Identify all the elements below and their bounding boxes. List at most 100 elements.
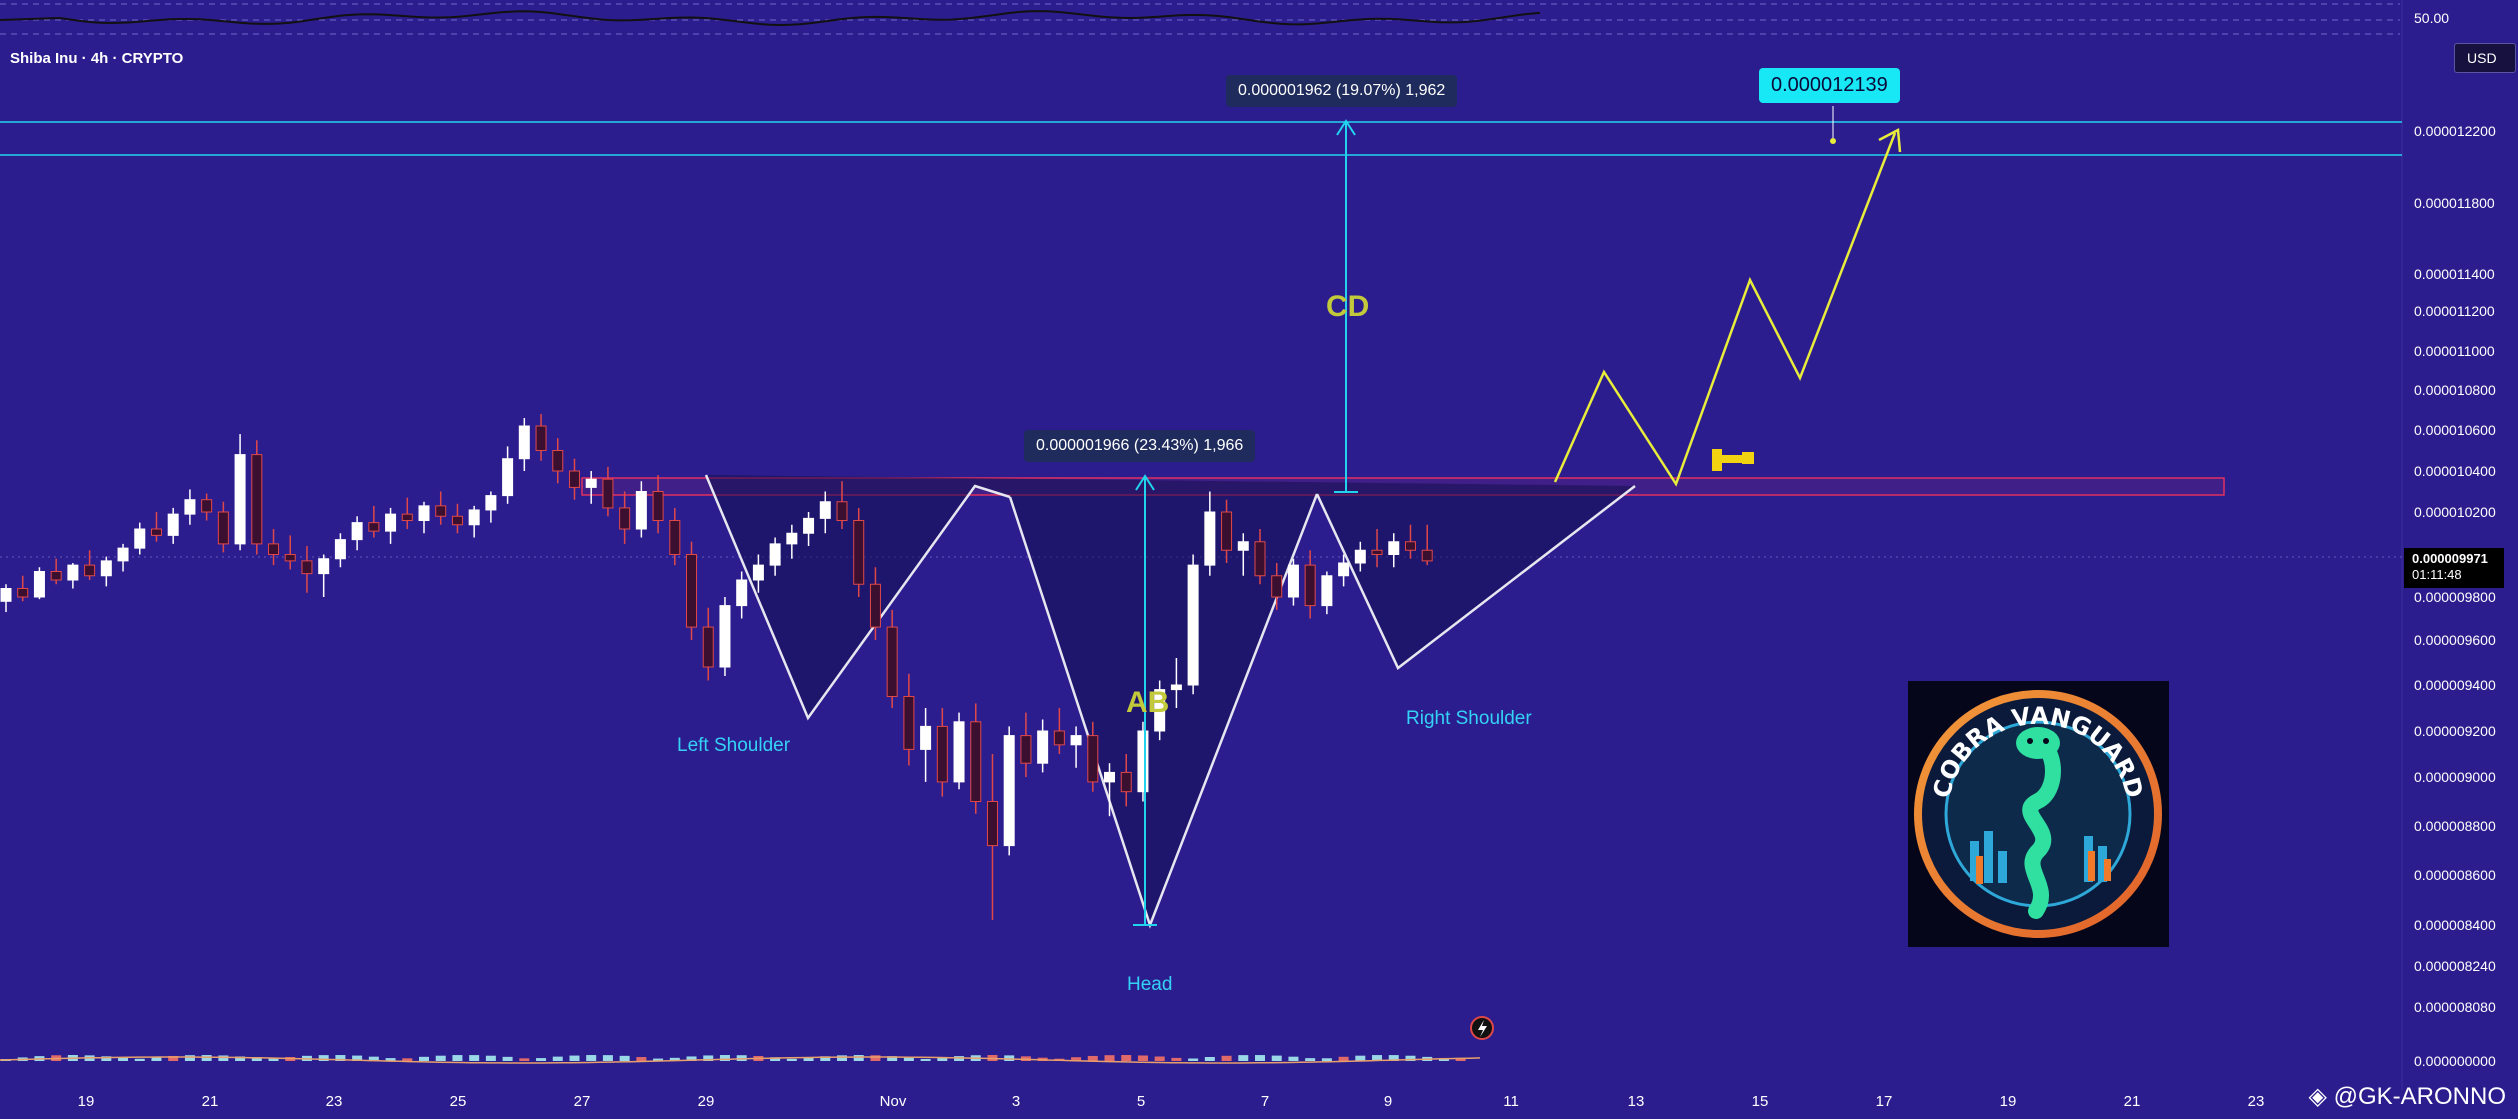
candle (635, 481, 647, 538)
candle (518, 418, 530, 471)
candle-body (819, 501, 831, 519)
volume-bar (1204, 1056, 1215, 1061)
candle (234, 434, 246, 551)
candle (100, 556, 112, 587)
candle-body (619, 507, 631, 530)
lightning-bolt-glyph (1478, 1020, 1487, 1037)
x-tick-label: 11 (1503, 1093, 1519, 1110)
candle-body (518, 425, 530, 460)
candle (67, 563, 79, 589)
candle (1237, 533, 1249, 576)
volume-bar (1020, 1056, 1031, 1061)
volume-bar (218, 1055, 229, 1061)
candle-body (920, 725, 932, 750)
candle-body (351, 522, 363, 541)
volume-bar (837, 1055, 847, 1061)
volume-bar (770, 1057, 781, 1061)
candle-body (1087, 735, 1099, 783)
candle-body (1287, 564, 1299, 598)
logo-text: COBRA VANGUARD (1928, 702, 2149, 801)
candle-body (1204, 511, 1216, 566)
candle (17, 575, 29, 602)
volume-bar (1288, 1056, 1299, 1061)
candle-body (836, 501, 848, 521)
binance-icon: ◈ (2308, 1083, 2327, 1110)
candle-body (1104, 771, 1116, 783)
volume-bar (1305, 1058, 1316, 1061)
candle-body (719, 605, 731, 668)
current-price-tag: 0.000009971 01:11:48 (2404, 548, 2504, 588)
candle-body (752, 564, 764, 581)
candle-body (268, 543, 280, 555)
candle (986, 754, 998, 920)
volume-bar (1321, 1058, 1332, 1061)
candle-body (1271, 575, 1283, 598)
candle (719, 597, 731, 676)
candle-body (334, 539, 346, 560)
candle (769, 537, 781, 576)
candle (1020, 712, 1032, 777)
x-tick-label: 17 (1875, 1093, 1893, 1110)
candle-body (401, 513, 413, 521)
candle (485, 491, 497, 523)
candle (33, 567, 45, 600)
gavel-head (1712, 449, 1722, 471)
candle (953, 712, 965, 790)
measure-ab-tooltip: 0.000001966 (23.43%) 1,966 (1024, 430, 1256, 462)
currency-selector[interactable]: USD (2454, 43, 2516, 73)
volume-bar (1271, 1055, 1282, 1061)
target-pin-dot (1830, 138, 1836, 144)
candle (819, 491, 831, 534)
x-tick-label: 21 (201, 1093, 219, 1110)
candle-body (1120, 771, 1132, 793)
candle-body (1187, 564, 1199, 686)
candle-body (736, 579, 748, 607)
candle-body (184, 499, 196, 515)
candle (552, 438, 564, 484)
candle-body (502, 458, 514, 497)
volume-bar (168, 1055, 179, 1061)
y-tick-label: 0.000010800 (2414, 382, 2496, 398)
volume-bar (201, 1055, 212, 1061)
volume-bar (887, 1056, 898, 1061)
candle-body (903, 696, 915, 750)
candle (284, 535, 296, 570)
x-tick-label: 3 (1011, 1093, 1021, 1110)
candle (1204, 491, 1216, 576)
measure-cd-tooltip: 0.000001962 (19.07%) 1,962 (1226, 75, 1458, 107)
volume-bar (251, 1057, 262, 1061)
candle-body (485, 495, 497, 511)
candle (702, 607, 714, 681)
volume-bar (151, 1057, 162, 1061)
candle-body (284, 554, 296, 562)
candle (1053, 708, 1065, 754)
candle-body (84, 564, 96, 577)
candle-body (1154, 689, 1166, 732)
candle (1421, 524, 1433, 566)
candle (1087, 721, 1099, 792)
candle (251, 440, 263, 555)
candle (1254, 529, 1266, 585)
volume-bar (1004, 1055, 1015, 1061)
candle-body (201, 499, 213, 513)
candle (1338, 554, 1350, 587)
candle (167, 507, 179, 544)
candle (1221, 499, 1233, 563)
left-shoulder-lines (704, 474, 1011, 721)
x-tick-label: 29 (697, 1093, 715, 1110)
volume-bar (1238, 1055, 1249, 1061)
y-tick-label: 0.000010400 (2414, 463, 2496, 479)
y-tick-label: 0.000010600 (2414, 422, 2496, 438)
candle (1304, 550, 1316, 619)
volume-bar (1071, 1057, 1082, 1061)
x-tick-label: 27 (573, 1093, 591, 1110)
candle (268, 529, 280, 566)
candle (1321, 571, 1333, 615)
candle-body (318, 558, 330, 575)
candle (686, 541, 698, 640)
y-tick-label: 0.000011400 (2414, 266, 2495, 282)
candle (736, 571, 748, 619)
candle-body (1404, 541, 1416, 551)
candle-body (1053, 730, 1065, 746)
